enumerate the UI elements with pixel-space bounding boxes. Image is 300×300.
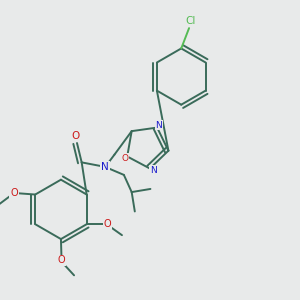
Text: O: O: [58, 255, 65, 265]
Text: O: O: [71, 131, 80, 141]
Text: Cl: Cl: [185, 16, 196, 26]
Text: O: O: [121, 154, 128, 163]
Text: O: O: [10, 188, 18, 198]
Text: N: N: [155, 121, 162, 130]
Text: N: N: [101, 162, 109, 172]
Text: O: O: [104, 219, 111, 229]
Text: N: N: [150, 166, 156, 175]
